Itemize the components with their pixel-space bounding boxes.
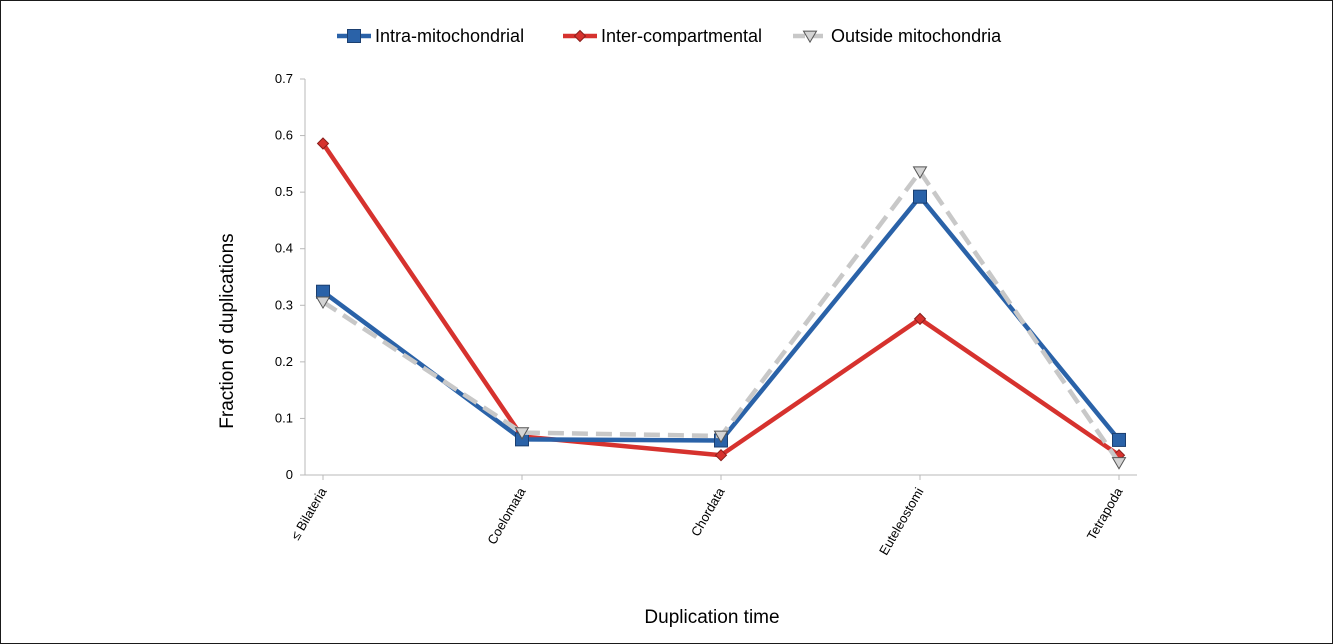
legend: Intra-mitochondrial Inter-compartmental Ou… (337, 26, 1002, 46)
data-point (913, 189, 927, 204)
y-tick-labels: 0 0.1 0.2 0.3 0.4 0.5 0.6 0.7 (275, 71, 293, 482)
legend-item-intra-mitochondrial: Intra-mitochondrial (337, 26, 524, 46)
legend-swatch-marker (347, 29, 361, 43)
y-tick-label: 0.1 (275, 410, 293, 425)
y-tick-label: 0 (286, 467, 293, 482)
series-intra-mitochondrial (316, 189, 1126, 448)
data-point (714, 448, 728, 462)
data-point (514, 427, 530, 440)
y-tick-label: 0.7 (275, 71, 293, 86)
x-tick-label: Chordata (688, 484, 728, 538)
y-tick-label: 0.6 (275, 128, 293, 143)
y-tick-label: 0.5 (275, 184, 293, 199)
x-tick-label: Tetrapoda (1084, 484, 1126, 542)
x-tick-label: Euteleostomi (876, 485, 927, 558)
y-tick-label: 0.4 (275, 241, 293, 256)
y-axis-title: Fraction of duplications (217, 233, 238, 428)
data-point (713, 430, 729, 444)
axes (300, 78, 1137, 480)
series-layer (315, 137, 1127, 470)
legend-swatch-marker (802, 30, 818, 44)
y-tick-label: 0.3 (275, 297, 293, 312)
data-point (316, 137, 330, 150)
data-point (316, 284, 330, 299)
data-point (1112, 432, 1126, 447)
x-tick-labels: ≤ Bilateria Coelomata Chordata Euteleostomi… (288, 484, 1126, 557)
legend-item-inter-compartmental: Inter-compartmental (563, 26, 762, 46)
legend-label: Outside mitochondria (831, 26, 1002, 46)
legend-label: Inter-compartmental (601, 26, 762, 46)
data-point (912, 166, 928, 179)
x-axis-title: Duplication time (644, 607, 779, 628)
x-tick-label: ≤ Bilateria (288, 484, 330, 542)
x-tick-label: Coelomata (484, 484, 529, 547)
data-point (913, 312, 927, 326)
legend-swatch-marker (573, 29, 587, 43)
legend-label: Intra-mitochondrial (375, 26, 524, 46)
y-tick-label: 0.2 (275, 354, 293, 369)
data-point (315, 296, 331, 310)
legend-item-outside-mitochondria: Outside mitochondria (793, 26, 1002, 46)
data-point (1111, 457, 1127, 470)
series-line (321, 142, 1121, 458)
series-outside-mitochondria (315, 166, 1127, 470)
